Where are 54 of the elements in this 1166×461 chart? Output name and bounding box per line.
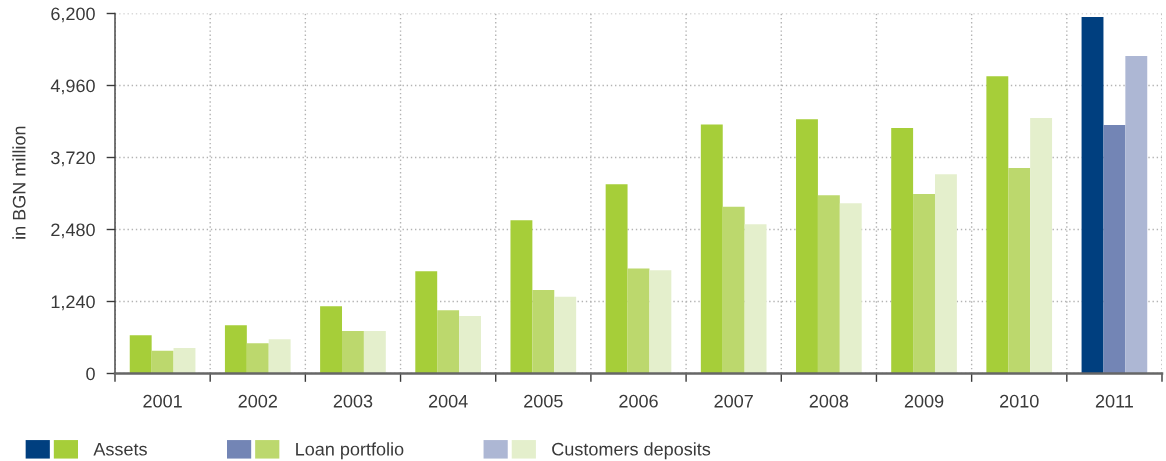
bar	[1103, 124, 1126, 374]
bar	[415, 271, 438, 374]
legend-label: Customers deposits	[552, 442, 711, 460]
y-tick-label: 1,240	[51, 295, 95, 311]
bar	[1030, 118, 1053, 374]
x-tick-label: 2011	[1095, 394, 1133, 408]
bar	[173, 347, 196, 374]
bar	[151, 350, 174, 374]
y-axis-title: in BGN million	[12, 126, 26, 239]
bar	[722, 206, 745, 374]
bar	[913, 194, 935, 374]
bar	[224, 325, 247, 374]
y-tick-label: 3,720	[51, 151, 95, 167]
bar	[1081, 16, 1104, 374]
bar	[342, 331, 364, 374]
bar	[363, 331, 386, 374]
bar	[839, 203, 862, 374]
bar	[246, 343, 269, 374]
bar	[700, 124, 723, 374]
bar	[796, 119, 818, 374]
bar	[934, 174, 957, 374]
bar	[1125, 55, 1148, 374]
bar	[649, 270, 672, 374]
x-tick-label: 2008	[809, 394, 849, 408]
bar	[459, 316, 481, 374]
x-tick-label: 2010	[1000, 394, 1039, 408]
legend-label: Loan portfolio	[296, 442, 404, 460]
bar	[986, 76, 1009, 374]
legend-label: Assets	[93, 442, 147, 456]
bar	[744, 224, 767, 374]
x-tick-label: 2006	[619, 394, 658, 408]
x-tick-label: 2007	[714, 394, 753, 408]
bar	[627, 268, 650, 374]
bar	[605, 184, 628, 374]
bar	[437, 310, 460, 374]
x-tick-label: 2003	[333, 394, 373, 408]
bar	[532, 289, 555, 374]
bar	[554, 296, 577, 374]
x-tick-label: 2009	[904, 394, 944, 408]
y-tick-label: 4,960	[50, 79, 95, 95]
bar	[320, 306, 343, 374]
bar	[129, 335, 152, 374]
x-tick-label: 2002	[238, 394, 277, 408]
y-tick-label: 2,480	[51, 223, 95, 239]
bar	[268, 339, 291, 374]
bar	[891, 127, 914, 374]
bar	[817, 195, 840, 374]
x-tick-label: 2001	[143, 394, 182, 408]
x-tick-label: 2005	[524, 394, 563, 408]
bar	[510, 220, 533, 374]
x-tick-label: 2004	[428, 394, 468, 408]
y-tick-label: 0	[86, 367, 95, 381]
y-tick-label: 6,200	[51, 7, 95, 23]
bar	[1008, 167, 1031, 374]
